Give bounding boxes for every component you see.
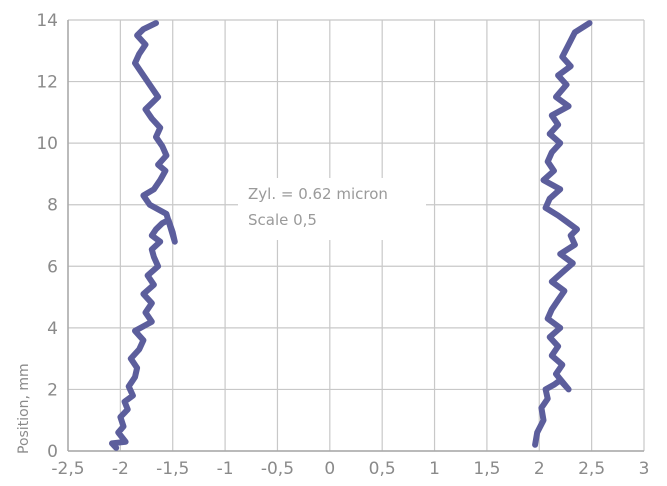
y-tick-label: 12 [36,73,58,93]
y-axis-label: Position, mm [16,363,32,454]
x-tick-label: 1 [429,459,440,479]
annotation-background [238,178,426,240]
x-tick-label: 0,5 [369,459,396,479]
axes [67,20,644,452]
y-tick-label: 14 [36,11,58,31]
x-tick-label: -2,5 [51,459,84,479]
annotation-line-1: Zyl. = 0.62 micron [248,185,388,203]
series-line-1 [109,20,178,451]
x-tick-label: -1,5 [156,459,189,479]
x-tick-label: 3 [639,459,650,479]
y-tick-label: 2 [47,380,58,400]
y-tick-label: 8 [47,196,58,216]
y-tick-label: 4 [47,319,58,339]
x-tick-label: -2 [112,459,129,479]
x-tick-label: -1 [217,459,234,479]
x-tick-label: 0 [324,459,335,479]
y-tick-label: 10 [36,134,58,154]
x-tick-labels: -2,5 -2 -1,5 -1 -0,5 0 0,5 1 1,5 2 2,5 3 [51,459,649,479]
x-tick-label: -0,5 [261,459,294,479]
x-tick-label: 1,5 [473,459,500,479]
annotation-line-2: Scale 0,5 [248,211,317,229]
annotation: Zyl. = 0.62 micron Scale 0,5 [238,178,426,240]
x-tick-label: 2,5 [578,459,605,479]
series-line-2 [532,20,593,448]
y-tick-label: 0 [47,442,58,462]
x-tick-label: 2 [534,459,545,479]
y-tick-labels: 0 2 4 6 8 10 12 14 [36,11,58,462]
y-tick-label: 6 [47,257,58,277]
series-group [109,20,593,451]
